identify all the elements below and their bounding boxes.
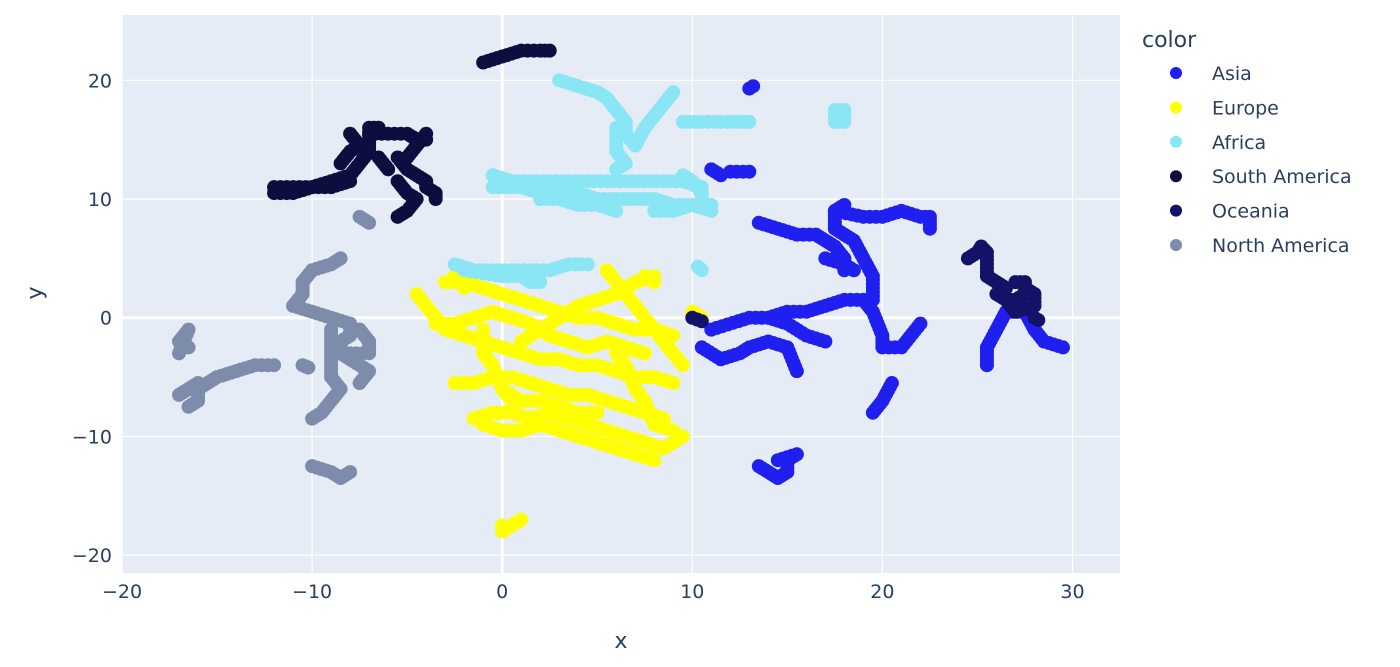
y-tick-label: 0 (100, 308, 112, 330)
data-points (172, 43, 1070, 539)
legend-title: color (1142, 28, 1197, 53)
data-point (1031, 313, 1046, 328)
data-point (428, 192, 443, 207)
data-point (609, 162, 624, 177)
data-point (352, 322, 367, 337)
legend-marker (1170, 170, 1182, 183)
data-point (343, 174, 358, 189)
y-tick-label: 20 (88, 70, 112, 92)
data-point (846, 263, 861, 278)
x-tick-label: 0 (496, 581, 508, 603)
data-point (1017, 275, 1032, 290)
y-axis-title: y (23, 286, 48, 299)
series-asia (694, 79, 1070, 486)
data-point (694, 314, 709, 329)
data-point (301, 360, 316, 375)
x-tick-label: 10 (680, 581, 704, 603)
data-point (818, 334, 833, 349)
series-europe (409, 263, 709, 539)
legend: color Asia Europe Africa South America Ocean… (1142, 28, 1352, 257)
x-axis-title: x (614, 629, 627, 654)
data-point (504, 393, 519, 408)
data-point (172, 346, 187, 361)
x-tick-label: −20 (102, 581, 142, 603)
y-axis-ticks: −20 −10 0 10 20 (72, 70, 112, 567)
legend-marker (1170, 101, 1182, 114)
data-point (1055, 340, 1070, 355)
data-point (998, 292, 1013, 307)
data-point (865, 405, 880, 420)
x-tick-label: −10 (292, 581, 332, 603)
data-point (647, 275, 662, 290)
series-north-america (172, 209, 377, 486)
legend-marker (1170, 135, 1182, 148)
x-tick-label: 20 (870, 581, 894, 603)
y-tick-label: 10 (88, 189, 112, 211)
data-point (770, 453, 785, 468)
series-south-america (267, 43, 557, 224)
legend-item-label: South America (1212, 166, 1352, 188)
data-point (343, 465, 358, 480)
x-tick-label: 30 (1060, 581, 1084, 603)
data-point (694, 263, 709, 278)
data-point (609, 203, 624, 218)
series-oceania (685, 239, 1046, 329)
x-axis-ticks: −20 −10 0 10 20 30 (102, 581, 1085, 603)
data-point (666, 423, 681, 438)
legend-item-label: Oceania (1212, 201, 1290, 223)
data-point (666, 376, 681, 391)
data-point (533, 275, 548, 290)
data-point (694, 197, 709, 212)
legend-marker (1170, 67, 1182, 79)
legend-item-label: Asia (1212, 63, 1252, 85)
legend-item-label: Europe (1212, 97, 1279, 119)
data-point (381, 162, 396, 177)
data-point (181, 399, 196, 414)
data-point (647, 453, 662, 468)
data-point (742, 114, 757, 129)
data-point (675, 358, 690, 373)
data-point (746, 79, 761, 94)
data-point (457, 281, 472, 296)
data-point (352, 209, 367, 224)
y-tick-label: −10 (72, 426, 112, 448)
legend-marker (1170, 239, 1182, 251)
data-point (580, 257, 595, 272)
data-point (352, 376, 367, 391)
data-point (343, 126, 358, 141)
data-point (542, 43, 557, 58)
legend-marker (1170, 204, 1182, 217)
data-point (666, 85, 681, 100)
data-point (172, 387, 187, 402)
legend-item-label: North America (1212, 235, 1350, 257)
legend-item-label: Africa (1212, 132, 1266, 154)
data-point (789, 364, 804, 379)
data-point (637, 346, 652, 361)
data-point (390, 209, 405, 224)
series-africa (447, 73, 852, 290)
data-point (590, 405, 605, 420)
data-point (419, 126, 434, 141)
data-point (742, 164, 757, 179)
data-point (827, 114, 842, 129)
y-tick-label: −20 (72, 545, 112, 567)
data-point (922, 221, 937, 236)
data-point (514, 512, 529, 527)
data-point (913, 316, 928, 331)
data-point (305, 411, 320, 426)
